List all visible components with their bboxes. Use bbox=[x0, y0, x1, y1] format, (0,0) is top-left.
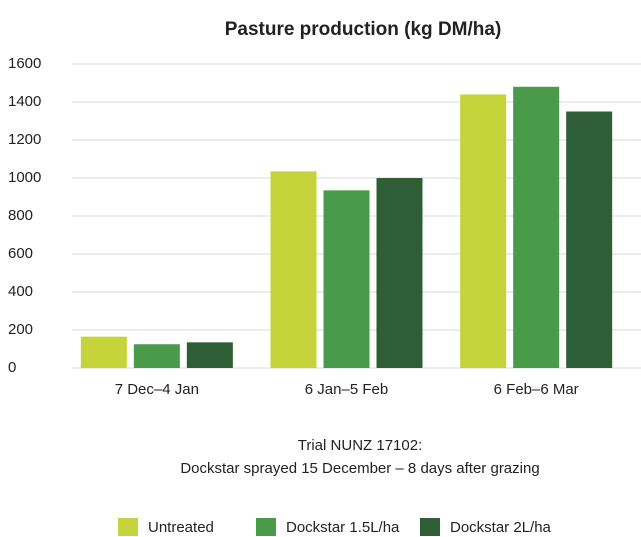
bar bbox=[80, 336, 127, 368]
y-tick-label: 600 bbox=[8, 245, 33, 262]
bar bbox=[460, 94, 507, 369]
x-tick-label: 6 Jan–5 Feb bbox=[305, 381, 388, 398]
bar bbox=[186, 342, 233, 368]
y-tick-label: 0 bbox=[8, 359, 16, 376]
bar bbox=[376, 178, 423, 368]
legend-label: Dockstar 1.5L/ha bbox=[286, 519, 400, 536]
x-tick-label: 6 Feb–6 Mar bbox=[494, 381, 579, 398]
legend-swatch bbox=[420, 518, 440, 536]
x-tick-label: 7 Dec–4 Jan bbox=[115, 381, 199, 398]
bar bbox=[513, 86, 560, 369]
legend-label: Dockstar 2L/ha bbox=[450, 519, 552, 536]
bar bbox=[323, 190, 370, 368]
legend-swatch bbox=[256, 518, 276, 536]
legend-swatch bbox=[118, 518, 138, 536]
y-tick-label: 1400 bbox=[8, 93, 41, 110]
y-tick-label: 1200 bbox=[8, 131, 41, 148]
y-tick-label: 400 bbox=[8, 283, 33, 300]
y-tick-label: 1600 bbox=[8, 55, 41, 72]
legend-label: Untreated bbox=[148, 519, 214, 536]
annotation: Dockstar sprayed 15 December – 8 days af… bbox=[180, 460, 539, 477]
annotation: Trial NUNZ 17102: bbox=[298, 437, 422, 454]
y-tick-label: 800 bbox=[8, 207, 33, 224]
y-tick-label: 1000 bbox=[8, 169, 41, 186]
chart-title: Pasture production (kg DM/ha) bbox=[225, 19, 502, 40]
y-tick-label: 200 bbox=[8, 321, 33, 338]
bar bbox=[566, 111, 613, 368]
bar bbox=[133, 344, 180, 368]
bar bbox=[270, 171, 317, 368]
